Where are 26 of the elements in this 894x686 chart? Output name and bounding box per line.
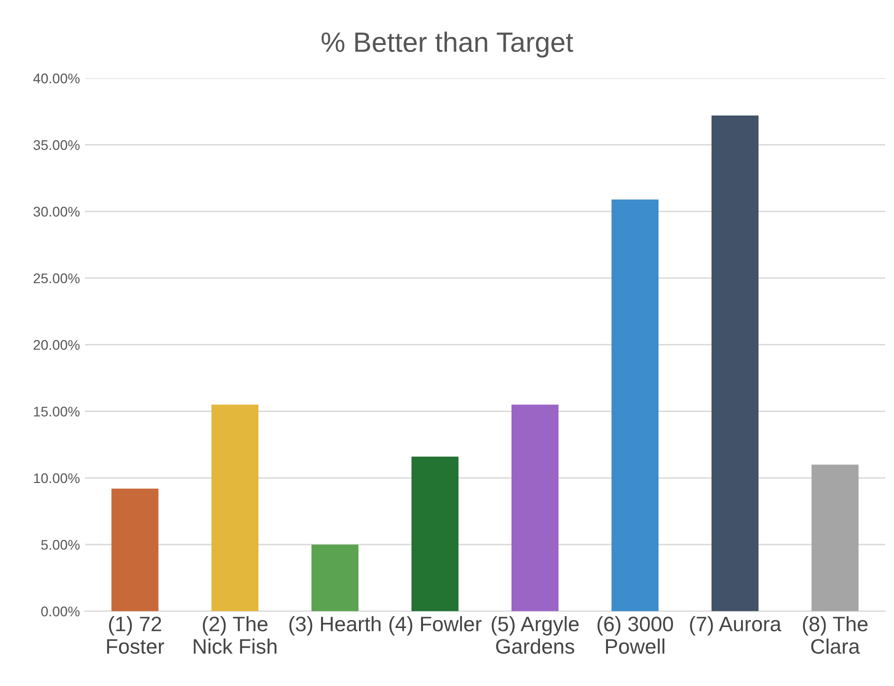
bar (812, 464, 859, 612)
y-tick-label: 20.00% (34, 340, 80, 350)
y-tick-label: 10.00% (34, 473, 80, 484)
x-tick-label: (2) The Nick Fish (194, 616, 276, 654)
bar (311, 544, 358, 612)
y-tick-label: 0.00% (41, 606, 80, 616)
x-tick-label: (1) 72 Foster (107, 616, 164, 654)
x-tick-label: (7) Aurora (690, 616, 782, 636)
x-tick-label: (5) Argyle Gardens (492, 616, 579, 654)
x-tick-label: (6) 3000 Powell (598, 616, 674, 654)
bar (211, 404, 258, 612)
y-tick-label: 35.00% (33, 140, 80, 150)
chart-title: % Better than Target (322, 32, 574, 58)
y-tick-label: 15.00% (34, 406, 80, 417)
bar (411, 456, 458, 612)
y-tick-label: 30.00% (33, 206, 80, 217)
x-tick-label: (8) The Clara (802, 616, 868, 654)
x-tick-label: (4) Fowler (389, 616, 482, 636)
x-tick-label: (3) Hearth (289, 616, 381, 636)
y-tick-label: 25.00% (34, 273, 80, 284)
bar (612, 199, 659, 612)
bar (712, 116, 759, 612)
bar (111, 488, 158, 612)
bar (512, 404, 559, 612)
y-tick-label: 5.00% (41, 540, 80, 550)
y-tick-label: 40.00% (33, 74, 80, 84)
